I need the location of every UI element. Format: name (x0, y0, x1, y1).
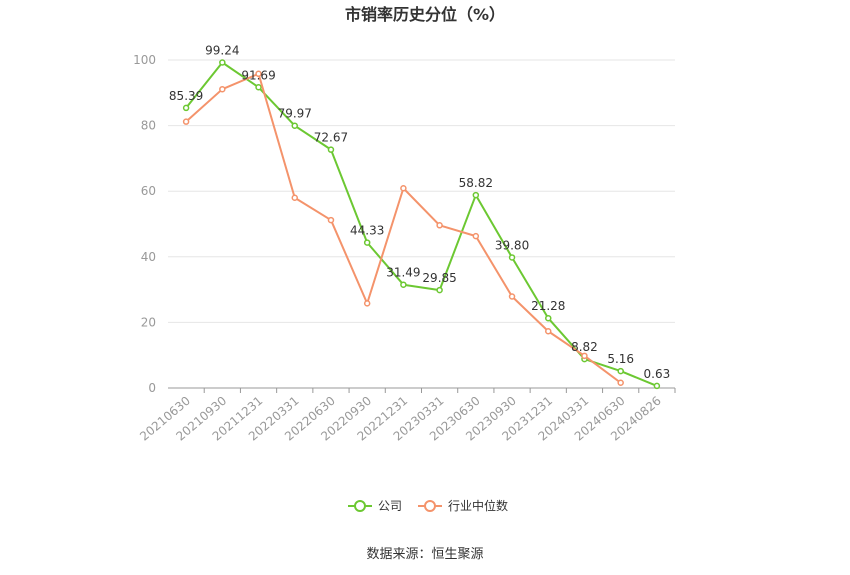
data-label: 5.16 (607, 352, 634, 366)
data-point[interactable] (508, 293, 516, 300)
grid (168, 59, 675, 389)
data-point[interactable] (400, 281, 407, 288)
chart-title: 市销率历史分位（%） (345, 5, 505, 24)
data-point[interactable] (327, 146, 335, 153)
data-point[interactable] (581, 352, 588, 360)
data-point[interactable] (400, 184, 407, 192)
data-label: 91.69 (241, 68, 275, 82)
source-note: 数据来源：恒生聚源 (366, 547, 483, 562)
series-line-1 (185, 72, 622, 384)
legend-item-1[interactable]: 行业中位数 (418, 498, 508, 513)
y-tick-label: 60 (141, 184, 156, 198)
legend-marker (354, 500, 366, 512)
data-label: 72.67 (314, 131, 348, 145)
data-point[interactable] (436, 286, 443, 294)
data-point[interactable] (291, 122, 298, 129)
data-label: 31.49 (386, 266, 420, 280)
data-point[interactable] (182, 118, 190, 125)
legend-label: 行业中位数 (448, 498, 508, 513)
data-point[interactable] (219, 59, 226, 66)
data-point[interactable] (363, 239, 371, 246)
data-point[interactable] (508, 254, 516, 261)
data-point[interactable] (327, 216, 335, 224)
data-point[interactable] (255, 84, 262, 91)
data-point[interactable] (219, 85, 226, 93)
data-label: 29.85 (422, 271, 456, 285)
data-label: 44.33 (350, 224, 384, 238)
legend-item-0[interactable]: 公司 (348, 499, 402, 513)
data-point[interactable] (617, 367, 624, 375)
data-point[interactable] (255, 70, 262, 78)
data-point[interactable] (545, 328, 552, 335)
data-point[interactable] (436, 222, 443, 229)
data-label: 58.82 (459, 176, 493, 190)
series-line-0 (185, 61, 658, 387)
data-point[interactable] (182, 104, 190, 112)
legend-label: 公司 (378, 499, 402, 513)
data-label: 8.82 (571, 340, 598, 354)
data-label: 79.97 (278, 107, 312, 121)
series-lines (182, 59, 661, 390)
data-label: 99.24 (205, 43, 239, 57)
y-tick-label: 20 (141, 315, 156, 329)
data-point[interactable] (545, 314, 552, 322)
y-tick-label: 100 (133, 53, 156, 67)
data-point[interactable] (291, 194, 298, 202)
data-label: 39.80 (495, 238, 529, 252)
data-point[interactable] (472, 191, 480, 199)
data-point[interactable] (363, 300, 371, 307)
y-tick-label: 0 (148, 381, 156, 395)
data-label: 0.63 (644, 367, 671, 381)
data-point[interactable] (472, 232, 480, 240)
data-point[interactable] (653, 382, 661, 390)
x-axis: 2021063020210930202112312022033120220630… (137, 388, 676, 444)
y-tick-label: 80 (141, 119, 156, 133)
data-point[interactable] (617, 379, 624, 387)
legend-marker (424, 500, 436, 512)
legend[interactable]: 公司 行业中位数 (348, 498, 508, 513)
y-tick-label: 40 (141, 250, 156, 264)
y-axis: 0 20 40 60 80 100 (133, 53, 156, 395)
data-label: 21.28 (531, 299, 565, 313)
data-label: 85.39 (169, 89, 203, 103)
